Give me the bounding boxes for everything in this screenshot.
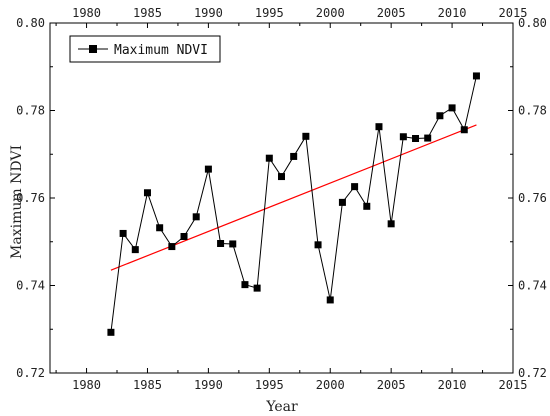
data-point-2006: [399, 133, 407, 141]
data-point-1992: [229, 240, 237, 248]
axis-ticks: 1980 1980 1985 1985 1990 1990 1995 1995 2000 2000…: [16, 6, 547, 392]
series-line-0: [110, 75, 477, 333]
y-tick-label-right-0: 0.72: [518, 366, 547, 380]
data-point-1998: [302, 132, 310, 140]
data-point-2012: [472, 72, 480, 80]
x-tick-label-bottom-6: 2010: [438, 378, 467, 392]
plot-frame: [49, 22, 514, 374]
data-point-2001: [338, 198, 346, 206]
x-axis-title: Year: [265, 399, 298, 415]
x-tick-label-top-5: 2005: [377, 6, 406, 20]
data-point-1985: [143, 189, 151, 197]
y-tick-label-right-3: 0.78: [518, 104, 547, 118]
x-tick-label-bottom-1: 1985: [133, 378, 162, 392]
x-tick-label-bottom-5: 2005: [377, 378, 406, 392]
data-point-1994: [253, 284, 261, 292]
data-point-2011: [460, 126, 468, 134]
x-tick-label-bottom-7: 2015: [499, 378, 528, 392]
data-point-1995: [265, 154, 273, 162]
y-tick-label-left-3: 0.78: [16, 104, 45, 118]
x-tick-label-bottom-3: 1995: [255, 378, 284, 392]
data-point-1993: [241, 281, 249, 289]
x-tick-label-bottom-4: 2000: [316, 378, 345, 392]
trendline-layer: [110, 124, 477, 271]
y-tick-label-right-1: 0.74: [518, 279, 547, 293]
y-tick-label-right-4: 0.80: [518, 16, 547, 30]
series-layer: [107, 72, 480, 336]
data-point-1982: [107, 328, 115, 336]
data-point-2002: [351, 183, 359, 191]
x-tick-label-top-2: 1990: [194, 6, 223, 20]
x-tick-label-top-1: 1985: [133, 6, 162, 20]
data-point-1996: [278, 173, 285, 181]
data-point-1989: [192, 213, 200, 221]
data-point-1988: [180, 233, 188, 240]
trendline: [110, 124, 477, 271]
y-axis-title: Maximum NDVI: [9, 145, 25, 259]
x-tick-label-top-4: 2000: [316, 6, 345, 20]
y-tick-label-left-4: 0.80: [16, 16, 45, 30]
axes: [49, 22, 514, 374]
x-tick-label-bottom-0: 1980: [72, 378, 101, 392]
legend: Maximum NDVI: [69, 35, 221, 63]
data-point-2010: [448, 104, 456, 112]
y-tick-label-left-2: 0.76: [16, 191, 45, 205]
data-point-1984: [131, 246, 139, 254]
data-point-2004: [375, 123, 383, 131]
x-tick-label-top-6: 2010: [438, 6, 467, 20]
data-point-1986: [156, 224, 164, 232]
x-tick-label-top-7: 2015: [499, 6, 528, 20]
x-tick-label-bottom-2: 1990: [194, 378, 223, 392]
y-tick-label-left-1: 0.74: [16, 279, 45, 293]
legend-marker-square: [89, 45, 97, 53]
data-point-1983: [119, 229, 127, 237]
data-point-2007: [412, 135, 420, 142]
data-point-2008: [424, 134, 432, 142]
y-tick-label-right-2: 0.76: [518, 191, 547, 205]
x-tick-label-top-0: 1980: [72, 6, 101, 20]
y-tick-label-left-0: 0.72: [16, 366, 45, 380]
data-point-1987: [168, 243, 176, 251]
legend-label: Maximum NDVI: [114, 43, 208, 58]
data-point-2009: [436, 112, 444, 120]
data-point-2005: [387, 220, 395, 228]
data-point-1999: [314, 241, 322, 249]
data-point-1990: [204, 165, 212, 173]
data-point-2000: [326, 296, 334, 304]
data-point-1991: [217, 240, 225, 247]
data-point-1997: [290, 152, 298, 160]
x-tick-label-top-3: 1995: [255, 6, 284, 20]
data-point-2003: [363, 202, 371, 210]
